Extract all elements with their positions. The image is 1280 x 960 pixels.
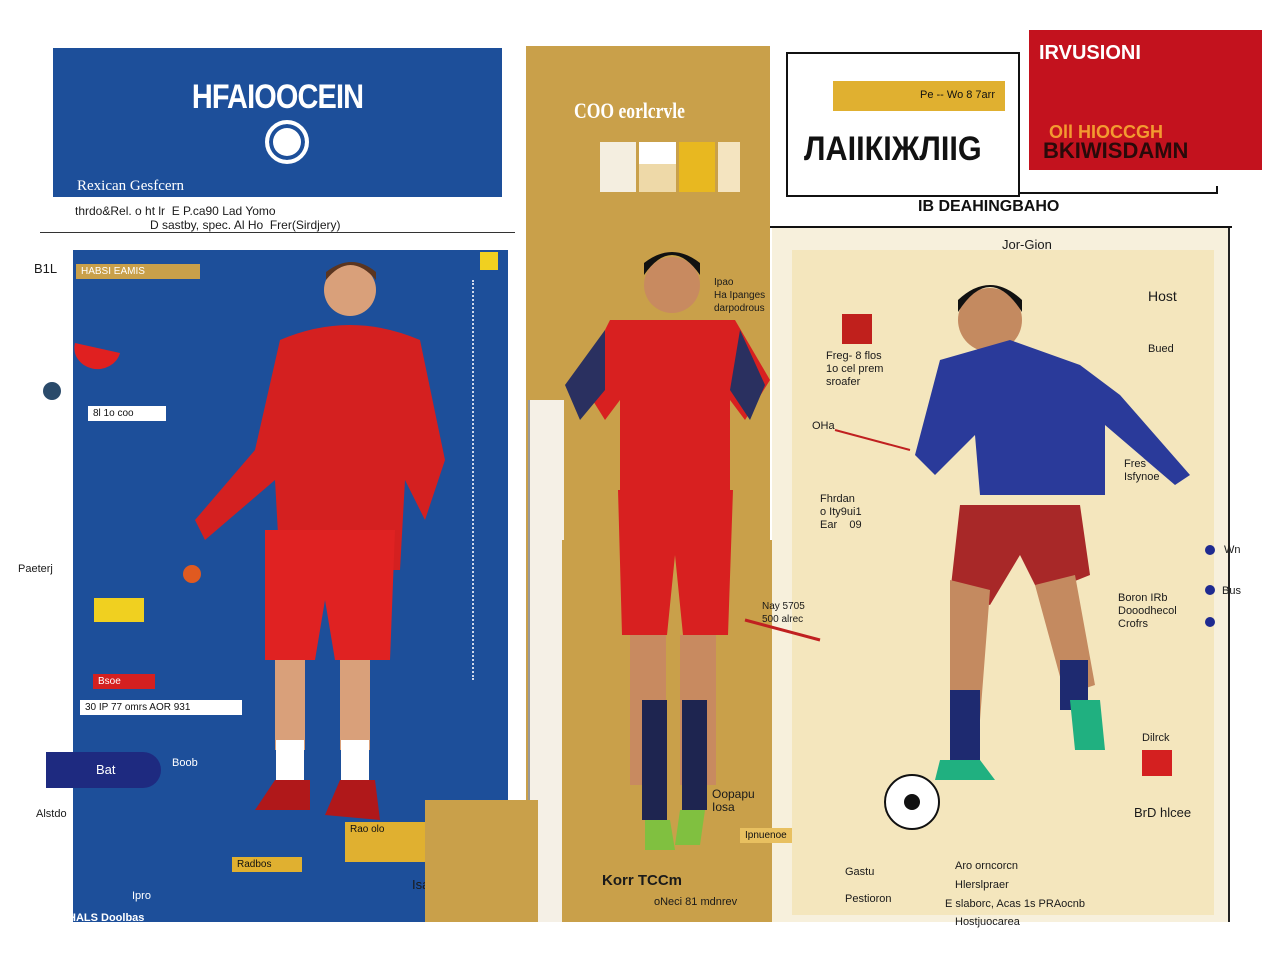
legend-left: Pestioron [845, 893, 892, 905]
left-panel-tag: HABSI EAMIS [76, 264, 200, 279]
legend-right: Aro orncorcn [955, 860, 1018, 872]
header-caption-1: thrdo&Rel. o ht lr E P.ca90 Lad Yomo [75, 204, 276, 218]
left-label: Alstdo [36, 808, 67, 820]
left-label: Ipro [132, 890, 151, 902]
right-panel-title: Jor-Gion [1002, 237, 1052, 252]
left-label: B1L [34, 261, 58, 276]
right-label: Fres Isfynoe [1124, 458, 1160, 483]
header-banner: HFAIOOCEIN Rexican Gesfcern [53, 48, 502, 197]
player-center-figure [565, 252, 770, 850]
right-label: Bus [1222, 585, 1241, 597]
back-button-label: Bat [96, 762, 116, 777]
player-right-figure [744, 285, 1215, 830]
right-label: Wn [1224, 544, 1241, 556]
right-label: Boron IRb Dooodhecol Crofrs [1118, 592, 1177, 630]
right-label: Bued [1148, 343, 1174, 355]
left-label: Boob [172, 757, 198, 769]
center-player-label: Ipao Ha Ipanges darpodrous [714, 277, 766, 314]
section-title: IB DEAHINGBAHO [918, 198, 1060, 215]
mid-label: Oopapu Iosa [712, 787, 755, 814]
yellow-swatch [94, 598, 144, 622]
swatch-row [600, 142, 740, 192]
center-bottom-sub: oNeci 81 mdnrev [654, 896, 738, 908]
center-bottom-label: Korr TCCm [602, 872, 683, 889]
red-box-highlight: Oll HIOCCGH [1049, 122, 1164, 142]
top-info-tag: Pe -- Wo 8 7arr [833, 81, 1005, 111]
right-label: Dilrck [1142, 732, 1170, 744]
right-label: Host [1148, 288, 1177, 304]
left-label: 30 IP 77 omrs AOR 931 [80, 700, 242, 715]
red-square-marker [1142, 750, 1172, 776]
left-label: HALS Doolbas [68, 912, 145, 924]
red-info-box: IRVUSIONI Oll HIOCCGH BKIWISDAMN [1029, 30, 1262, 170]
right-footer: Hostjuocarea [955, 916, 1020, 928]
left-label: Bsoe [93, 674, 155, 689]
left-label: Radbos [232, 857, 302, 872]
mid-label: Ipnuenoe [740, 828, 792, 843]
building-block [425, 800, 538, 922]
right-label: Freg- 8 flos 1o cel prem sroafer [826, 350, 884, 388]
mid-label: Rao olo [345, 822, 425, 862]
back-button[interactable]: Bat [46, 752, 161, 788]
header-caption-2: D sastby, spec. Al Ho Frer(Sirdjery) [150, 218, 341, 232]
divider [40, 232, 515, 233]
header-subtitle: Rexican Gesfcern [77, 178, 185, 194]
crest-logo-icon [265, 120, 309, 164]
red-square-marker [842, 314, 872, 344]
player-left-figure [43, 262, 445, 820]
yellow-marker [480, 252, 498, 270]
red-box-title: IRVUSIONI [1039, 42, 1141, 64]
right-label: BrD hlcee [1134, 805, 1192, 820]
left-label: 8l 1o coo [88, 406, 166, 421]
center-panel-scale [528, 400, 564, 922]
connector-line [1020, 186, 1218, 194]
legend-left: Gastu [845, 866, 875, 878]
legend-right: E slaborc, Acas 1s PRAocnb [945, 898, 1086, 910]
legend-right: Hlerslpraer [955, 879, 1009, 891]
left-panel-ruler [472, 280, 476, 680]
right-label: Fhrdan o Ity9ui1 Ear 09 [820, 493, 862, 531]
header-title: HFAIOOCEIN [191, 78, 364, 116]
top-info-box: Pe -- Wo 8 7arr ЛАIIКIЖЛIIG [786, 52, 1020, 197]
section-divider [770, 226, 1232, 228]
mid-label: Nay 5705 500 alrec [762, 601, 805, 625]
left-label: Paeterj [18, 563, 53, 575]
red-box-body: BKIWISDAMN [1043, 138, 1189, 163]
top-info-big-text: ЛАIIКIЖЛIIG [804, 130, 982, 168]
center-panel-title: COO eorlcrvle [574, 98, 685, 123]
right-label: OHa [812, 420, 835, 432]
